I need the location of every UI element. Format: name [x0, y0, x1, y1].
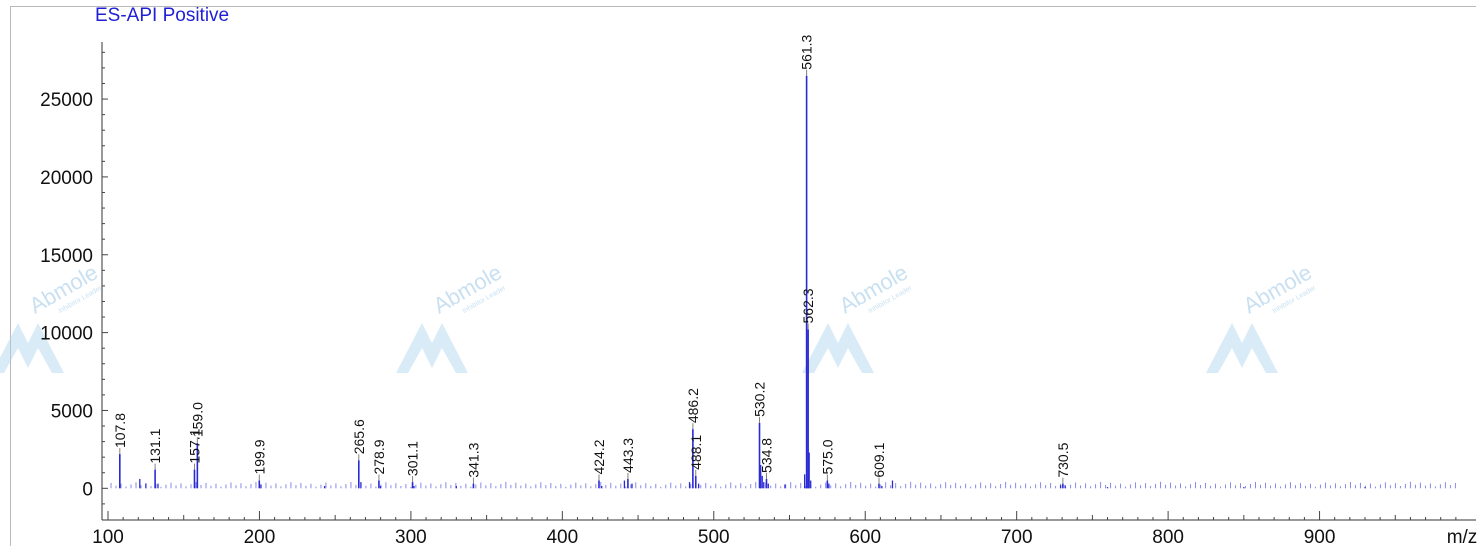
peak-label: 530.2: [752, 382, 768, 417]
x-tick-label: 500: [698, 527, 730, 545]
peak-label: 561.3: [799, 34, 815, 69]
peak-label: 730.5: [1055, 442, 1071, 477]
plot-frame: [10, 6, 1476, 546]
peak-label: 562.3: [800, 288, 816, 323]
watermark-logo-icon: [0, 323, 64, 373]
x-axis-label: m/z: [1447, 527, 1478, 545]
y-tick-label: 5000: [51, 401, 93, 422]
y-tick-label: 20000: [40, 168, 93, 189]
x-tick-label: 900: [1304, 527, 1336, 545]
major-peaks: [119, 75, 1064, 489]
minor-peaks: [110, 452, 1456, 489]
watermark-logo-icon: [802, 323, 874, 373]
x-tick-label: 800: [1152, 527, 1184, 545]
peak-label: 424.2: [591, 439, 607, 474]
peak-label: 575.0: [819, 439, 835, 474]
x-tick-label: 300: [395, 527, 427, 545]
peak-label: 486.2: [685, 388, 701, 423]
y-tick-label: 15000: [40, 246, 93, 267]
peak-label: 341.3: [465, 442, 481, 477]
x-tick-label: 700: [1001, 527, 1033, 545]
axes: 0 5000 10000 15000 20000 25000 100 200 300 400 500…: [40, 42, 1477, 545]
x-tick-label: 400: [546, 527, 578, 545]
peak-label: 278.9: [371, 439, 387, 474]
peak-label: 157.1: [186, 428, 202, 463]
peak-label: 443.3: [620, 438, 636, 473]
peak-label: 301.1: [405, 441, 421, 476]
peak-label: 107.8: [112, 413, 128, 448]
peak-label: 609.1: [871, 442, 887, 477]
watermark-logo-icon: [1206, 323, 1278, 373]
peak-label: 159.0: [189, 402, 205, 437]
peak-label: 131.1: [147, 428, 163, 463]
chart-title: ES-API Positive: [95, 5, 230, 26]
x-tick-label: 200: [244, 527, 276, 545]
y-tick-label: 10000: [40, 324, 93, 345]
peak-label: 199.9: [251, 439, 267, 474]
y-tick-label: 0: [82, 479, 93, 500]
peak-label: 534.8: [758, 438, 774, 473]
x-tick-label: 600: [849, 527, 881, 545]
peak-label: 265.6: [351, 419, 367, 454]
x-tick-label: 100: [92, 527, 124, 545]
peak-label: 488.1: [688, 435, 704, 470]
y-tick-label: 25000: [40, 90, 93, 111]
watermark-logo-icon: [396, 323, 468, 373]
